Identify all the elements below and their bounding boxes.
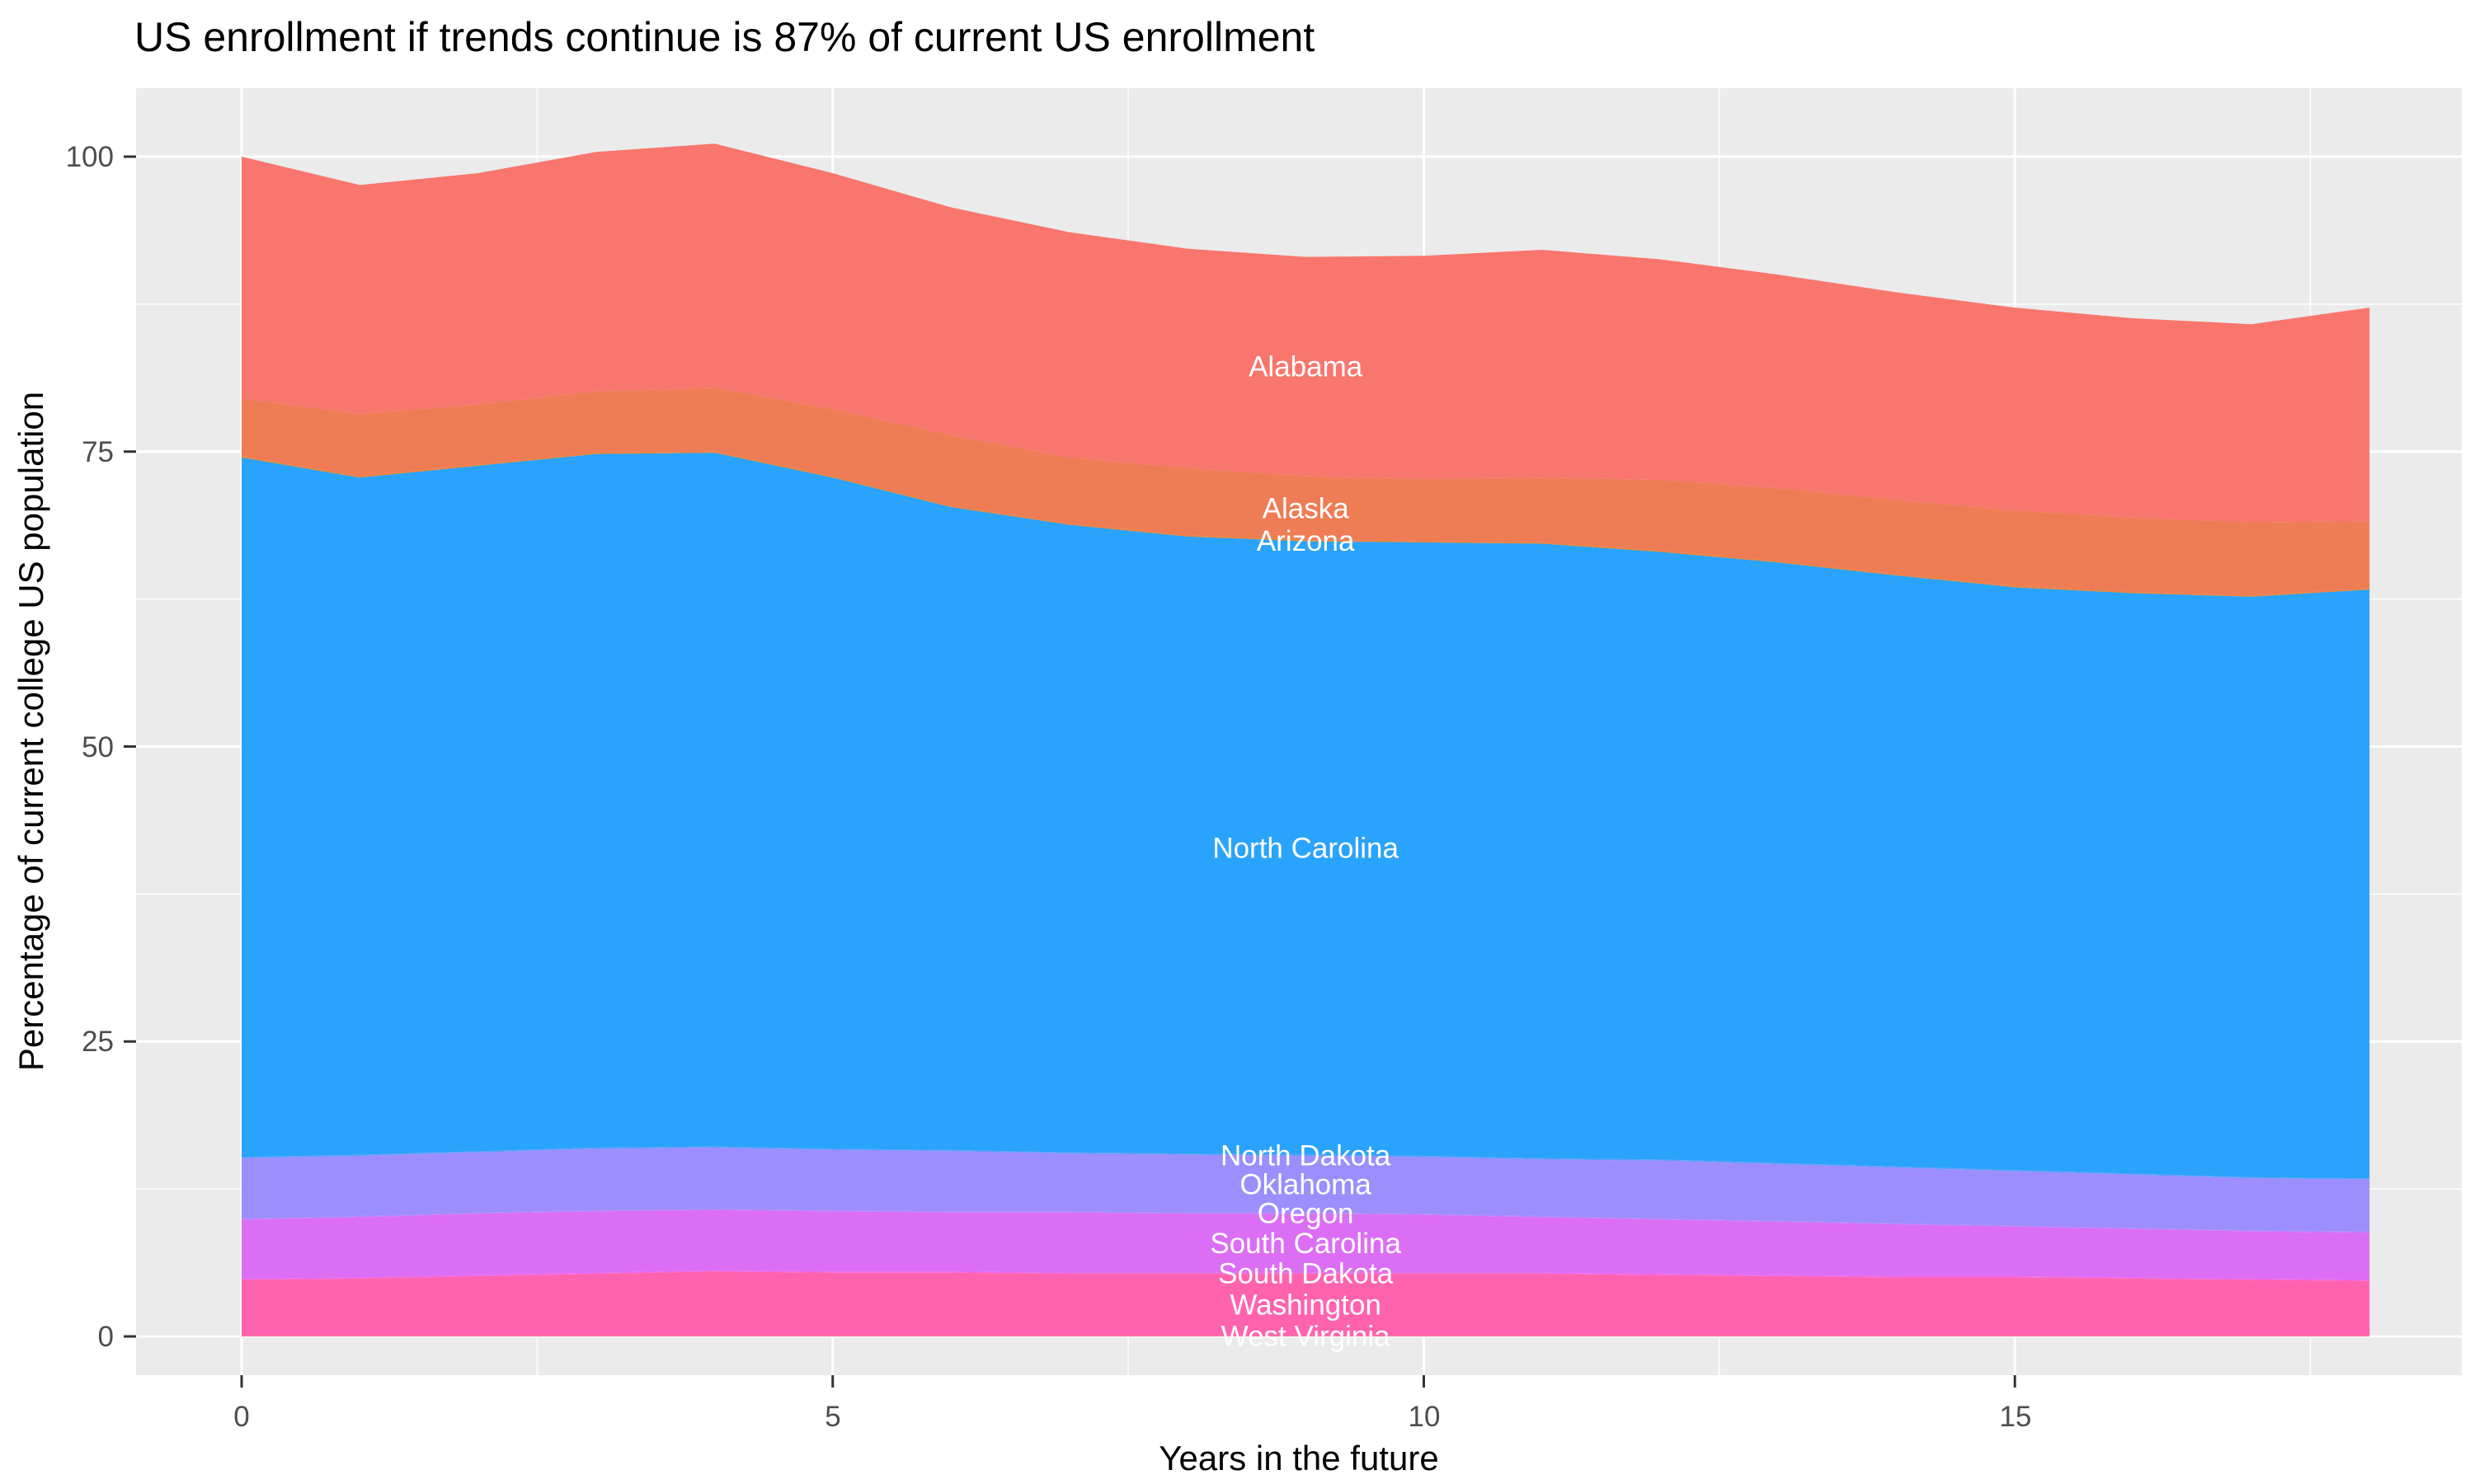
y-tick-label-50: 50 xyxy=(82,731,114,763)
chart-title: US enrollment if trends continue is 87% … xyxy=(134,14,1315,60)
x-tick-label-10: 10 xyxy=(1409,1401,1441,1433)
band-label-washington: Washington xyxy=(1230,1289,1381,1321)
x-tick-label-5: 5 xyxy=(825,1401,840,1433)
y-tick-label-0: 0 xyxy=(98,1321,114,1353)
band-label-alaska: Alaska xyxy=(1263,492,1350,524)
band-label-oklahoma: Oklahoma xyxy=(1239,1168,1371,1200)
y-tick-label-75: 75 xyxy=(82,436,114,468)
area-alaska xyxy=(242,387,2370,596)
x-tick-label-0: 0 xyxy=(233,1401,249,1433)
band-label-north-dakota: North Dakota xyxy=(1221,1139,1391,1172)
axis-tick-marks xyxy=(124,155,2016,1388)
x-tick-label-15: 15 xyxy=(2000,1401,2032,1433)
area-north-carolina xyxy=(242,453,2370,1179)
band-label-alabama: Alabama xyxy=(1249,351,1363,383)
band-label-south-carolina: South Carolina xyxy=(1210,1228,1401,1260)
area-south-carolina xyxy=(242,1209,2370,1280)
area-alabama xyxy=(242,143,2370,523)
x-axis-title: Years in the future xyxy=(1159,1439,1438,1477)
area-oklahoma xyxy=(242,1148,2370,1232)
band-label-north-carolina: North Carolina xyxy=(1212,833,1399,865)
band-label-south-dakota: South Dakota xyxy=(1218,1257,1394,1289)
y-tick-label-25: 25 xyxy=(82,1026,114,1058)
band-label-oregon: Oregon xyxy=(1258,1197,1354,1229)
area-series xyxy=(242,143,2370,1336)
area-washington xyxy=(242,1271,2370,1336)
y-tick-label-100: 100 xyxy=(66,141,114,173)
band-label-arizona: Arizona xyxy=(1257,525,1355,557)
area-oregon xyxy=(242,1209,2370,1233)
band-label-west-virginia: West Virginia xyxy=(1221,1320,1390,1352)
y-axis-title: Percentage of current college US populat… xyxy=(12,392,50,1071)
